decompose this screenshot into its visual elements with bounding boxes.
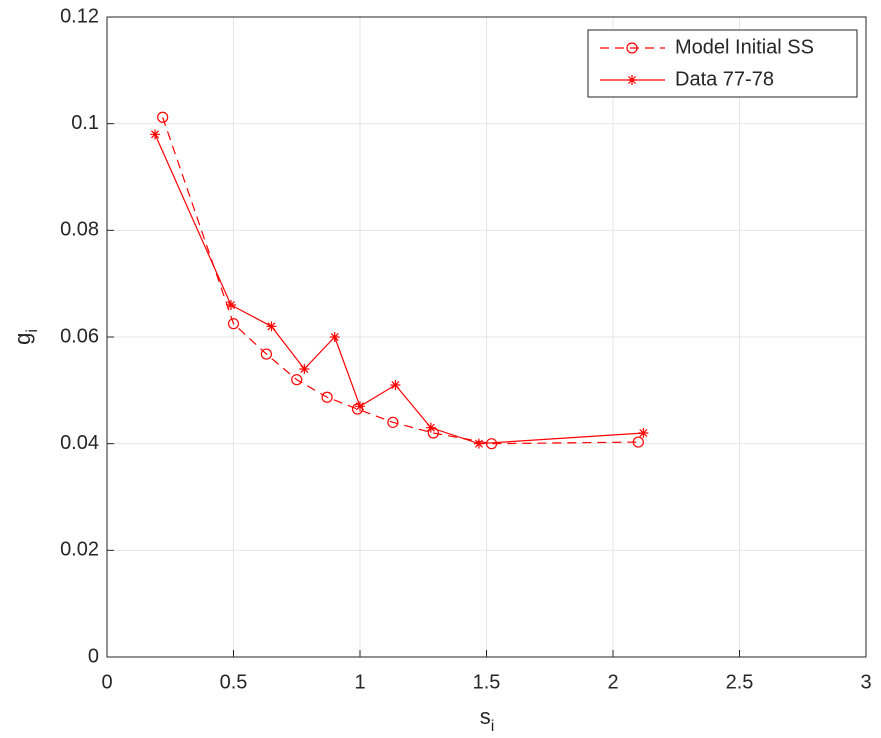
y-tick-label: 0.06	[60, 325, 99, 347]
legend-box	[587, 29, 858, 98]
x-label-subscript: i	[491, 718, 495, 735]
marker-asterisk	[150, 129, 161, 140]
y-label-text: g	[10, 333, 35, 345]
x-tick-label: 0.5	[220, 671, 248, 693]
x-tick-label: 2.5	[726, 671, 754, 693]
marker-asterisk	[299, 364, 310, 374]
marker-asterisk	[627, 75, 637, 85]
marker-circle	[227, 318, 240, 330]
marker-asterisk	[329, 332, 340, 342]
marker-circle	[291, 374, 303, 386]
y-tick-label: 0.08	[60, 219, 99, 241]
marker-asterisk	[225, 300, 236, 310]
axes-box	[106, 16, 867, 658]
series-line	[154, 134, 644, 445]
y-tick-label: 0	[88, 645, 99, 667]
y-tick-label: 0.04	[60, 432, 99, 454]
x-tick-label: 1	[354, 671, 365, 693]
y-axis-label: gi	[10, 329, 41, 345]
x-tick-label: 3	[860, 671, 871, 693]
legend-label: Model Initial SS	[675, 36, 814, 58]
x-tick-label: 0	[101, 671, 112, 693]
marker-circle	[626, 42, 638, 54]
marker-circle	[632, 436, 644, 448]
legend-label: Data 77-78	[675, 68, 774, 90]
marker-circle	[157, 111, 169, 123]
marker-asterisk	[473, 438, 484, 449]
x-axis-label: si	[480, 704, 495, 735]
y-tick-label: 0.1	[71, 112, 99, 134]
marker-asterisk	[266, 321, 277, 332]
x-tick-label: 2	[607, 671, 618, 693]
marker-circle	[387, 416, 399, 428]
marker-circle	[260, 348, 272, 360]
y-tick-label: 0.12	[60, 5, 99, 27]
marker-asterisk	[390, 380, 401, 390]
x-tick-label: 1.5	[473, 671, 501, 693]
marker-asterisk	[638, 428, 649, 438]
x-label-text: s	[480, 704, 491, 729]
y-label-subscript: i	[24, 329, 41, 333]
series-line	[162, 117, 639, 445]
plot	[150, 111, 649, 450]
marker-asterisk	[355, 401, 365, 412]
legend: Model Initial SS Data 77-78	[587, 29, 858, 98]
marker-asterisk	[425, 422, 436, 433]
marker-circle	[321, 391, 333, 403]
y-tick-label: 0.02	[60, 539, 99, 561]
